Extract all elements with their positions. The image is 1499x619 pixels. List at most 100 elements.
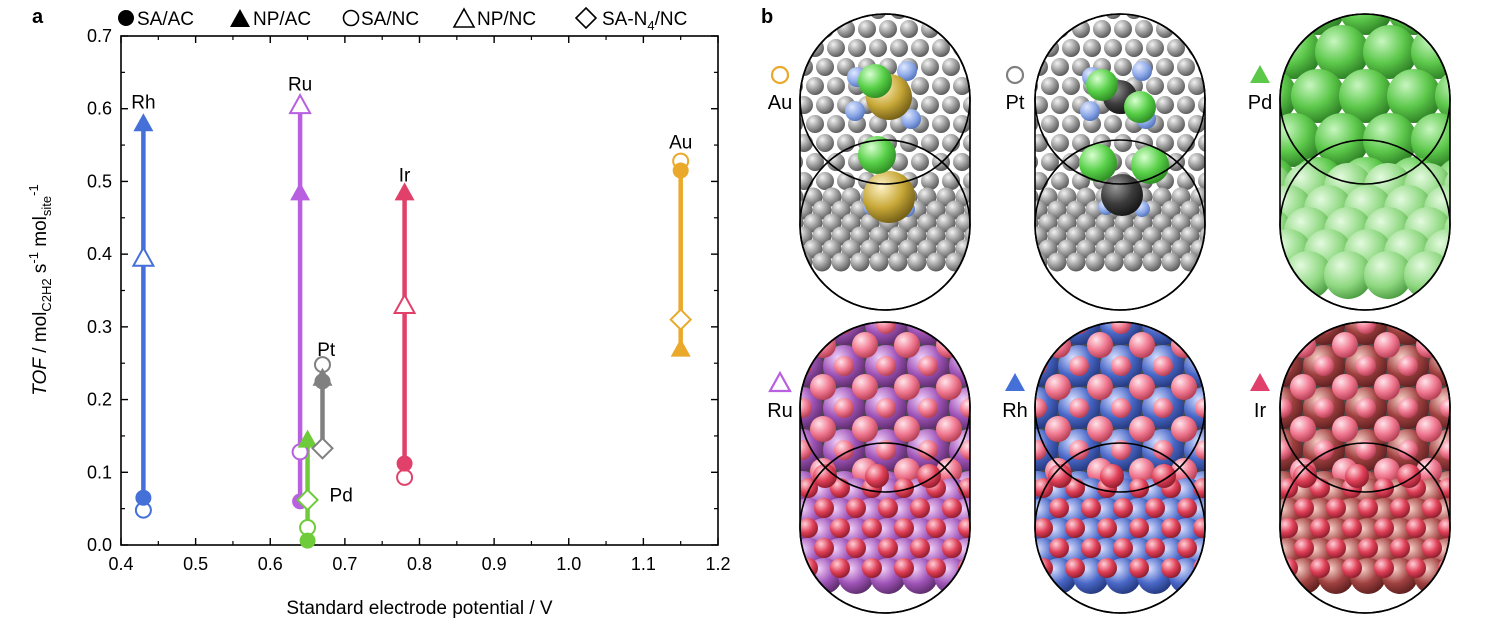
structure-rendering: [1035, 14, 1205, 310]
adsorbed-atom: [1065, 518, 1085, 538]
support-atom: [907, 252, 927, 272]
carbon-atom: [1035, 14, 1038, 19]
x-axis-title: Standard electrode potential / V: [286, 598, 553, 619]
annotation-pd: Pd: [330, 485, 353, 506]
metal-atom: [1280, 322, 1303, 345]
adsorbed-atom: [1314, 322, 1334, 334]
structure-symbol-open-triangle: [768, 370, 792, 393]
adsorbed-atom: [1161, 518, 1181, 538]
adsorbed-atom: [834, 440, 854, 460]
carbon-atom: [911, 153, 929, 171]
chlorine-atom: [1079, 144, 1117, 182]
carbon-atom: [900, 20, 918, 38]
metal-atom: [1429, 387, 1450, 429]
pd-atom: [1404, 251, 1450, 299]
carbon-atom: [816, 172, 834, 190]
pd-atom: [1291, 69, 1345, 123]
x-tick-label: 0.4: [108, 554, 133, 574]
carbon-atom: [911, 39, 929, 57]
x-tick-label: 0.8: [407, 554, 432, 574]
adsorbed-atom: [1440, 440, 1450, 460]
adsorbed-atom: [1374, 332, 1400, 358]
adsorbed-atom: [1294, 538, 1314, 558]
legend-symbol-filled-circle: [118, 10, 134, 26]
metal-atom: [1280, 558, 1290, 594]
adsorbed-atom: [918, 356, 938, 376]
adsorbed-atom: [852, 416, 878, 442]
adsorbed-atom: [1332, 416, 1358, 442]
annotation-ru: Ru: [288, 75, 312, 96]
pd-atom: [1315, 113, 1369, 167]
adsorbed-atom: [1045, 374, 1071, 400]
pd-atom: [1411, 113, 1450, 167]
adsorbed-atom: [1310, 518, 1330, 538]
adsorbed-atom: [1209, 498, 1229, 518]
carbon-atom: [921, 172, 939, 190]
point-pd-sa-ac: [299, 532, 316, 549]
support-atom: [800, 252, 813, 272]
carbon-atom: [1041, 14, 1059, 19]
structure-label-pt: Pt: [1006, 92, 1025, 114]
adsorbed-atom: [1049, 498, 1069, 518]
adsorbed-atom: [830, 478, 850, 498]
legend-symbol-open-diamond: [574, 6, 598, 30]
carbon-atom: [806, 77, 824, 95]
y-axis-title: TOF / molC2H2 s-1 molsite-1: [26, 184, 54, 395]
pd-atom: [1280, 14, 1297, 35]
adsorbed-atom: [1145, 538, 1165, 558]
adsorbed-atom: [1161, 558, 1181, 578]
adsorbed-atom: [926, 518, 946, 538]
metal-atom: [1429, 322, 1450, 345]
metal-atom: [863, 171, 915, 223]
adsorbed-atom: [1390, 498, 1410, 518]
point-ru-np-nc: [288, 93, 312, 115]
adsorbed-atom: [1049, 538, 1069, 558]
adsorbed-atom: [1069, 356, 1089, 376]
adsorbed-atom: [834, 356, 854, 376]
adsorbed-atom: [876, 356, 896, 376]
adsorbed-atom: [1177, 538, 1197, 558]
carbon-atom: [953, 77, 970, 95]
adsorbed-atom: [876, 322, 896, 334]
adsorbed-atom: [1048, 464, 1072, 488]
metal-atom: [1446, 518, 1450, 554]
adsorbed-atom: [1035, 322, 1047, 334]
annotation-ir: Ir: [399, 165, 411, 186]
carbon-atom: [827, 153, 845, 171]
legend-label: SA-N4/NC: [602, 9, 687, 33]
point-rh-np-ac: [133, 113, 154, 132]
point-ir-sa-nc: [396, 468, 414, 486]
carbon-atom: [816, 58, 834, 76]
carbon-atom: [932, 115, 950, 133]
carbon-atom: [1083, 39, 1101, 57]
metal-atom: [1446, 478, 1450, 514]
adsorbed-atom: [918, 322, 938, 334]
adsorbed-atom: [1342, 558, 1362, 578]
adsorbed-atom: [926, 558, 946, 578]
adsorbed-atom: [936, 416, 962, 442]
y-tick-label: 0.1: [87, 462, 112, 482]
legend-item-san4-nc: SA-N4/NC: [574, 6, 687, 33]
adsorbed-atom: [1374, 518, 1394, 538]
point-au-sa-ac: [672, 162, 689, 179]
adsorbed-atom: [1356, 440, 1376, 460]
carbon-atom: [1104, 14, 1122, 19]
point-au-san4-nc: [669, 308, 693, 332]
carbon-atom: [806, 115, 824, 133]
adsorbed-atom: [942, 498, 962, 518]
adsorbed-atom: [1195, 440, 1205, 460]
adsorbed-atom: [1171, 374, 1197, 400]
carbon-atom: [816, 96, 834, 114]
carbon-atom: [1156, 96, 1174, 114]
adsorbed-atom: [810, 332, 836, 358]
adsorbed-atom: [936, 332, 962, 358]
support-atom: [800, 226, 813, 246]
adsorbed-atom: [800, 518, 818, 538]
metal-atom: [1184, 322, 1205, 345]
carbon-atom: [1188, 77, 1205, 95]
point-pt-sa-ac: [314, 373, 331, 390]
adsorbed-atom: [1129, 458, 1155, 484]
annotation-au: Au: [669, 133, 692, 154]
point-pt-san4-nc: [311, 436, 334, 460]
adsorbed-atom: [1280, 518, 1298, 538]
